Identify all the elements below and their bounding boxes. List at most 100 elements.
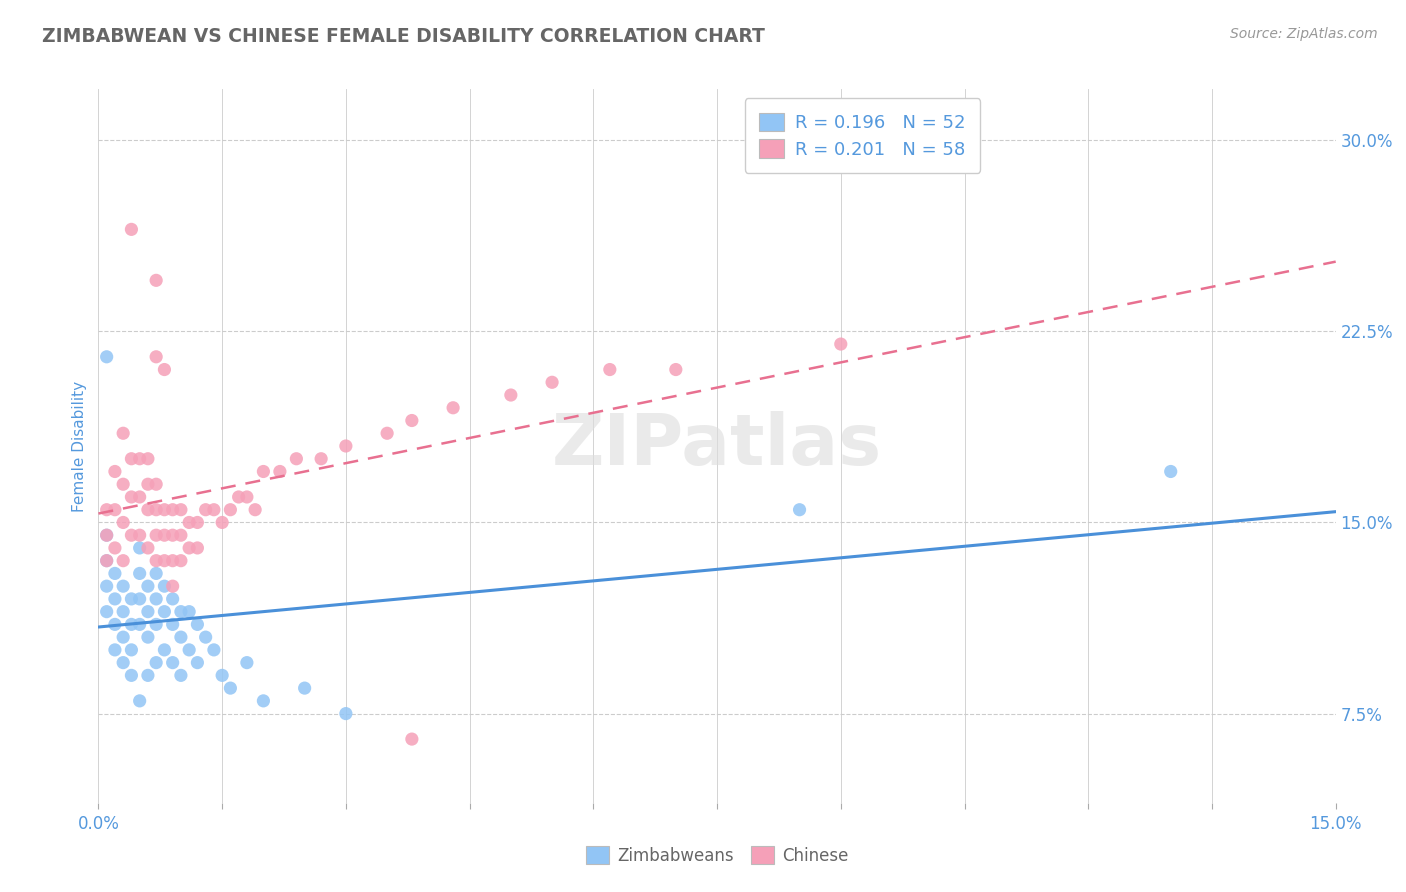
Point — [170, 668, 193, 682]
Point — [96, 554, 118, 568]
Point — [309, 451, 332, 466]
Point — [112, 605, 135, 619]
Point — [136, 668, 159, 682]
Point — [186, 541, 208, 555]
Point — [665, 362, 688, 376]
Point — [294, 681, 316, 695]
Point — [211, 668, 233, 682]
Point — [112, 656, 135, 670]
Point — [162, 656, 184, 670]
Point — [104, 617, 127, 632]
Point — [96, 605, 118, 619]
Point — [112, 579, 135, 593]
Point — [162, 591, 184, 606]
Point — [112, 477, 135, 491]
Point — [104, 541, 127, 555]
Point — [153, 362, 176, 376]
Point — [112, 630, 135, 644]
Point — [145, 617, 167, 632]
Point — [145, 477, 167, 491]
Point — [128, 591, 150, 606]
Text: Source: ZipAtlas.com: Source: ZipAtlas.com — [1230, 27, 1378, 41]
Point — [128, 451, 150, 466]
Point — [104, 643, 127, 657]
Point — [120, 528, 142, 542]
Point — [170, 528, 193, 542]
Point — [145, 350, 167, 364]
Point — [252, 694, 274, 708]
Point — [1160, 465, 1182, 479]
Point — [401, 413, 423, 427]
Point — [830, 337, 852, 351]
Point — [153, 528, 176, 542]
Point — [211, 516, 233, 530]
Point — [120, 591, 142, 606]
Point — [285, 451, 308, 466]
Point — [269, 465, 291, 479]
Point — [120, 451, 142, 466]
Point — [162, 579, 184, 593]
Point — [789, 502, 811, 516]
Point — [145, 528, 167, 542]
Point — [145, 273, 167, 287]
Point — [120, 490, 142, 504]
Point — [162, 502, 184, 516]
Point — [179, 605, 201, 619]
Point — [120, 643, 142, 657]
Point — [153, 605, 176, 619]
Point — [236, 656, 259, 670]
Point — [186, 516, 208, 530]
Point — [112, 426, 135, 441]
Point — [170, 554, 193, 568]
Y-axis label: Female Disability: Female Disability — [72, 380, 87, 512]
Text: ZIMBABWEAN VS CHINESE FEMALE DISABILITY CORRELATION CHART: ZIMBABWEAN VS CHINESE FEMALE DISABILITY … — [42, 27, 765, 45]
Text: ZIPatlas: ZIPatlas — [553, 411, 882, 481]
Point — [145, 554, 167, 568]
Point — [162, 528, 184, 542]
Point — [128, 541, 150, 555]
Point — [228, 490, 250, 504]
Point — [162, 617, 184, 632]
Point — [186, 656, 208, 670]
Point — [153, 643, 176, 657]
Point — [128, 490, 150, 504]
Point — [96, 579, 118, 593]
Point — [153, 579, 176, 593]
Point — [120, 668, 142, 682]
Point — [128, 694, 150, 708]
Point — [96, 528, 118, 542]
Point — [170, 502, 193, 516]
Point — [128, 617, 150, 632]
Point — [112, 554, 135, 568]
Point — [375, 426, 398, 441]
Point — [104, 591, 127, 606]
Point — [112, 516, 135, 530]
Point — [194, 630, 217, 644]
Point — [499, 388, 522, 402]
Point — [170, 605, 193, 619]
Point — [401, 732, 423, 747]
Point — [202, 643, 225, 657]
Point — [128, 528, 150, 542]
Point — [252, 465, 274, 479]
Point — [120, 617, 142, 632]
Point — [145, 502, 167, 516]
Point — [104, 465, 127, 479]
Point — [186, 617, 208, 632]
Point — [128, 566, 150, 581]
Point — [96, 502, 118, 516]
Point — [104, 502, 127, 516]
Point — [145, 656, 167, 670]
Point — [136, 630, 159, 644]
Point — [202, 502, 225, 516]
Point — [104, 566, 127, 581]
Point — [136, 541, 159, 555]
Point — [335, 439, 357, 453]
Point — [179, 643, 201, 657]
Point — [153, 554, 176, 568]
Point — [136, 451, 159, 466]
Point — [120, 222, 142, 236]
Point — [219, 681, 242, 695]
Point — [96, 554, 118, 568]
Point — [96, 528, 118, 542]
